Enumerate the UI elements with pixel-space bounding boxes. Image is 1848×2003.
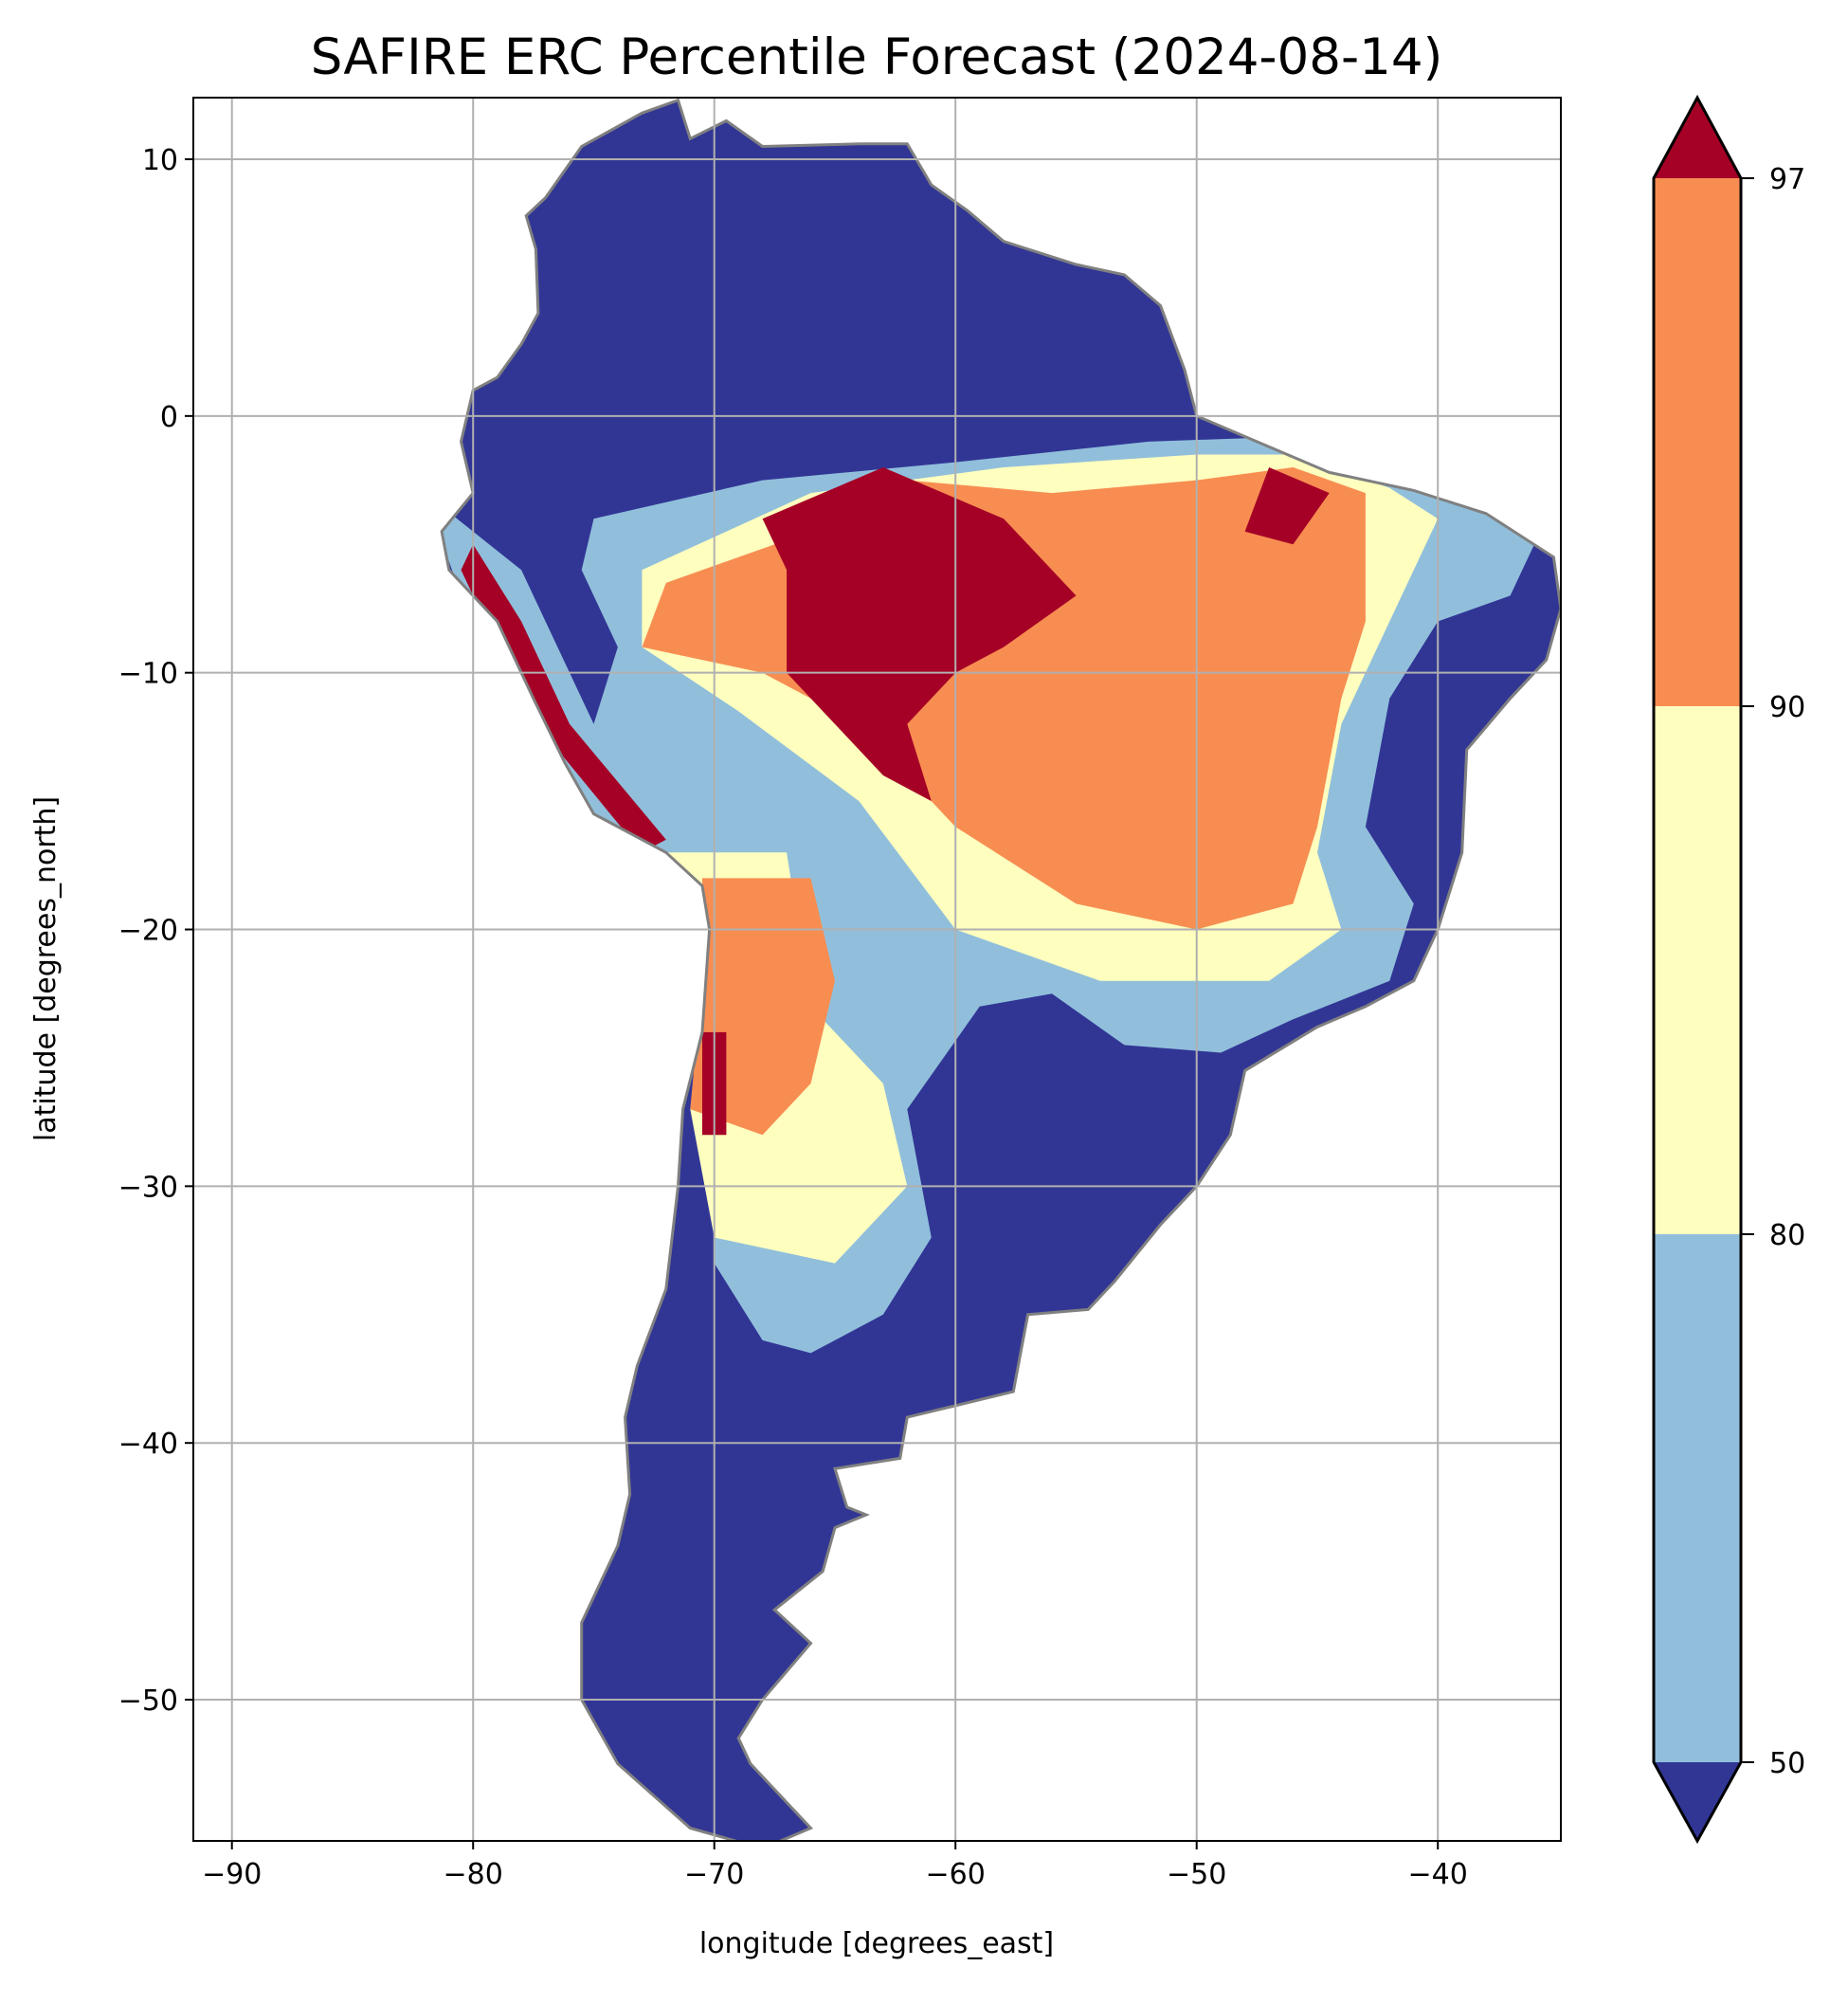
colorbar: 50 80 90 97	[1652, 94, 1805, 1845]
percentile-region	[461, 544, 666, 853]
y-tick-label: 0	[160, 401, 178, 434]
y-axis-label: latitude [degrees_north]	[29, 796, 63, 1141]
x-axis-label: longitude [degrees_east]	[699, 1927, 1054, 1960]
y-tick-label: −20	[118, 915, 178, 948]
y-tick-label: 10	[142, 144, 178, 177]
colorbar-segment	[1654, 706, 1741, 1234]
x-tick-label: −40	[1408, 1858, 1468, 1891]
x-tick-label: −50	[1167, 1858, 1226, 1891]
x-tick-label: −90	[202, 1858, 262, 1891]
colorbar-extend-min	[1654, 1762, 1741, 1841]
y-tick-label: −30	[118, 1171, 178, 1204]
y-tick-label: −10	[118, 658, 178, 691]
x-tick-label: −70	[684, 1858, 744, 1891]
x-tick-label: −80	[444, 1858, 503, 1891]
colorbar-segment	[1654, 178, 1741, 706]
percentile-region	[762, 467, 1077, 802]
colorbar-segment	[1654, 1234, 1741, 1762]
colorbar-tick-label: 50	[1769, 1747, 1805, 1780]
y-tick-label: −50	[118, 1684, 178, 1718]
chart-title: SAFIRE ERC Percentile Forecast (2024-08-…	[311, 28, 1443, 86]
plot-frame	[192, 97, 1562, 1842]
country-borders	[440, 98, 1561, 1841]
colorbar-tick-label: 90	[1769, 691, 1805, 724]
colorbar-tick-label: 80	[1769, 1219, 1805, 1252]
x-tick-label: −60	[926, 1858, 986, 1891]
colorbar-tick-label: 97	[1769, 163, 1805, 196]
y-tick-label: −40	[118, 1428, 178, 1461]
percentile-region	[1244, 467, 1330, 545]
percentile-region	[690, 878, 835, 1136]
colorbar-extend-max	[1654, 98, 1741, 178]
